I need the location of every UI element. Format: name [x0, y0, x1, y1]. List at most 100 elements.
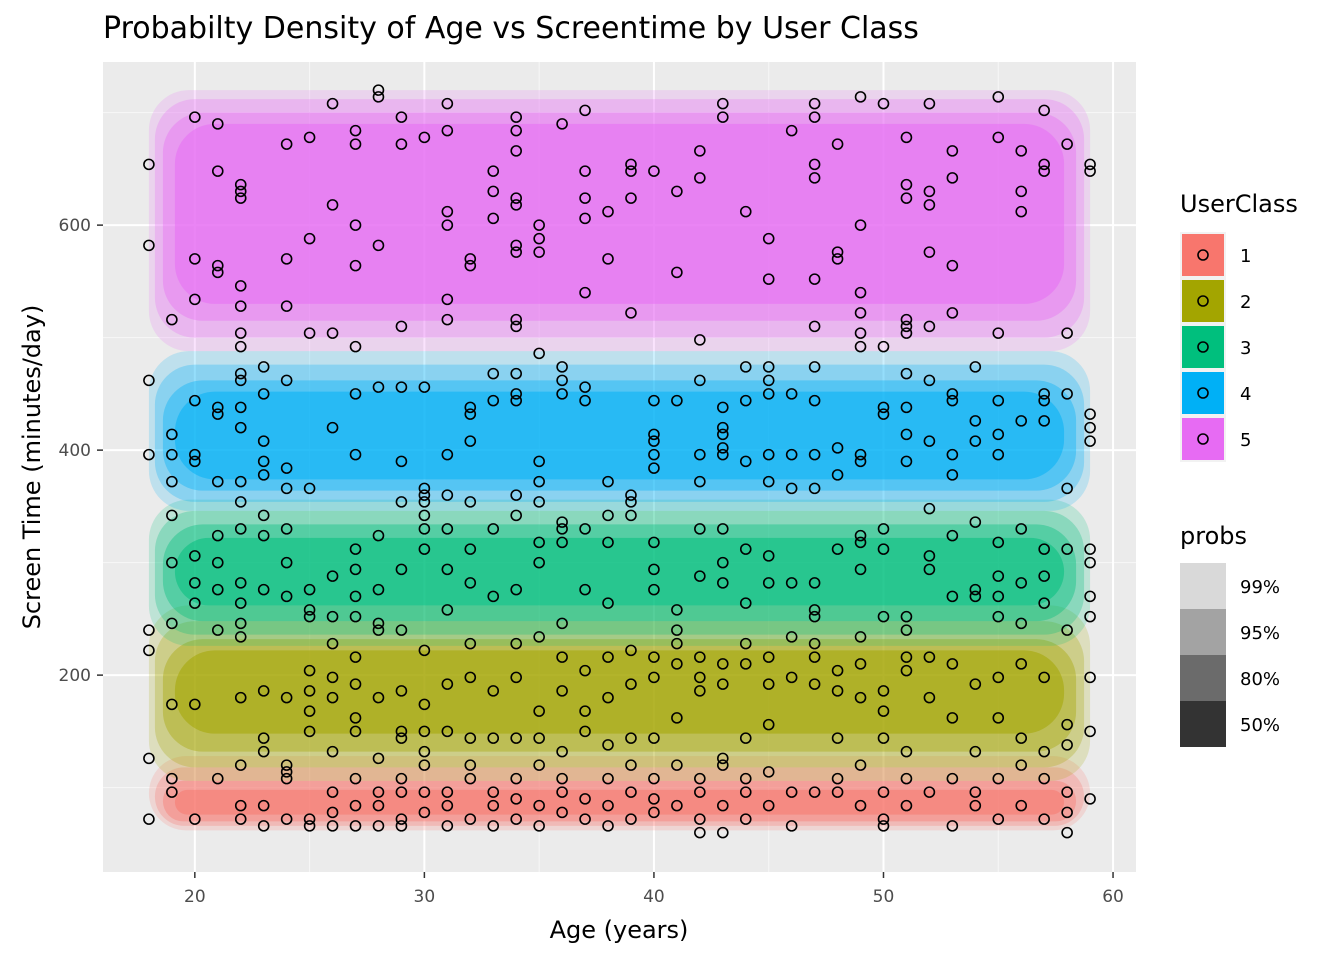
- legend-label-prob: 80%: [1240, 669, 1280, 690]
- data-point-class-1: [946, 820, 959, 832]
- data-point-class-4: [349, 448, 362, 461]
- data-point-class-2: [831, 685, 844, 697]
- data-point-class-2: [234, 691, 247, 704]
- data-point-class-1: [1084, 793, 1096, 805]
- data-point-class-3: [923, 502, 936, 515]
- legend-key-swatch: [1182, 326, 1224, 368]
- data-point-class-5: [877, 340, 890, 353]
- data-point-class-5: [579, 165, 591, 177]
- data-point-class-2: [900, 664, 913, 677]
- legend-userclass-title: UserClass: [1180, 190, 1298, 218]
- data-point-class-2: [602, 739, 614, 751]
- data-point-class-4: [280, 462, 293, 474]
- data-point-class-2: [533, 732, 545, 744]
- data-point-class-1: [441, 786, 454, 798]
- data-point-class-4: [143, 374, 155, 387]
- data-point-class-5: [648, 165, 660, 177]
- data-point-class-2: [946, 658, 959, 670]
- data-point-class-4: [464, 408, 477, 420]
- data-point-class-3: [234, 577, 247, 589]
- data-point-class-2: [602, 691, 614, 704]
- data-point-class-1: [418, 759, 431, 771]
- data-point-class-2: [487, 685, 500, 697]
- data-point-class-1: [556, 806, 568, 819]
- data-point-class-1: [671, 759, 683, 771]
- data-point-class-2: [189, 698, 201, 711]
- data-point-class-2: [579, 705, 591, 717]
- data-point-class-3: [785, 577, 798, 589]
- data-point-class-3: [648, 563, 660, 576]
- data-point-class-2: [257, 685, 270, 697]
- data-point-class-1: [739, 786, 752, 798]
- data-point-class-5: [992, 327, 1005, 339]
- data-point-class-2: [510, 732, 523, 744]
- data-point-class-2: [808, 678, 821, 690]
- data-point-class-3: [441, 523, 454, 535]
- data-point-class-4: [510, 367, 523, 380]
- x-axis-title: Age (years): [550, 916, 689, 944]
- data-point-class-3: [808, 610, 821, 623]
- data-point-class-2: [303, 685, 316, 697]
- data-point-class-3: [877, 523, 890, 535]
- chart-title: Probabilty Density of Age vs Screentime …: [103, 11, 919, 46]
- data-point-class-4: [234, 367, 247, 380]
- data-point-class-4: [395, 381, 408, 393]
- data-point-class-5: [280, 138, 293, 150]
- data-point-class-1: [533, 799, 545, 812]
- data-point-class-3: [602, 509, 614, 522]
- data-point-class-4: [739, 455, 752, 468]
- data-point-class-5: [625, 192, 637, 204]
- data-point-class-4: [602, 475, 614, 488]
- data-point-class-3: [464, 496, 477, 508]
- data-point-class-4: [1084, 435, 1096, 447]
- data-point-class-5: [349, 340, 362, 353]
- data-point-class-1: [762, 766, 775, 778]
- data-point-class-1: [877, 786, 890, 798]
- data-point-class-3: [625, 496, 637, 508]
- data-point-class-5: [579, 104, 591, 117]
- data-point-class-5: [854, 340, 867, 353]
- data-point-class-5: [992, 131, 1005, 144]
- data-point-class-5: [143, 239, 155, 252]
- data-point-class-3: [625, 509, 637, 522]
- data-point-class-3: [854, 563, 867, 576]
- data-point-class-4: [648, 435, 660, 447]
- data-point-class-5: [533, 347, 545, 360]
- data-point-class-5: [143, 158, 155, 171]
- data-point-class-1: [395, 772, 408, 785]
- legend-key-class-2: [1180, 278, 1226, 324]
- data-point-class-3: [395, 563, 408, 576]
- data-point-class-4: [762, 374, 775, 387]
- data-point-class-3: [1061, 624, 1073, 636]
- data-point-class-1: [257, 799, 270, 812]
- data-point-class-4: [579, 381, 591, 393]
- data-point-class-1: [257, 820, 270, 832]
- data-point-class-4: [808, 448, 821, 461]
- data-point-class-1: [464, 772, 477, 785]
- data-point-class-5: [625, 165, 637, 177]
- data-point-class-3: [1084, 543, 1096, 555]
- data-point-class-1: [969, 799, 982, 812]
- data-point-class-2: [556, 685, 568, 697]
- data-point-class-2: [900, 745, 913, 758]
- data-point-class-3: [349, 610, 362, 623]
- data-point-class-5: [946, 172, 959, 184]
- data-point-class-3: [671, 604, 683, 616]
- legend-key-point: [1197, 341, 1209, 353]
- data-point-class-4: [395, 455, 408, 468]
- data-point-class-5: [579, 212, 591, 225]
- data-point-class-5: [418, 131, 431, 144]
- data-point-class-4: [1038, 415, 1050, 427]
- data-point-class-4: [671, 394, 683, 407]
- data-point-class-1: [280, 772, 293, 785]
- data-point-class-3: [280, 523, 293, 535]
- data-point-class-3: [1084, 590, 1096, 603]
- data-point-class-5: [854, 286, 867, 299]
- data-point-class-3: [854, 529, 867, 542]
- data-point-class-4: [946, 469, 959, 481]
- data-point-class-4: [1015, 415, 1028, 427]
- data-point-class-1: [1038, 772, 1050, 785]
- data-point-class-5: [602, 205, 614, 218]
- data-point-class-3: [992, 536, 1005, 549]
- data-point-class-4: [716, 421, 729, 434]
